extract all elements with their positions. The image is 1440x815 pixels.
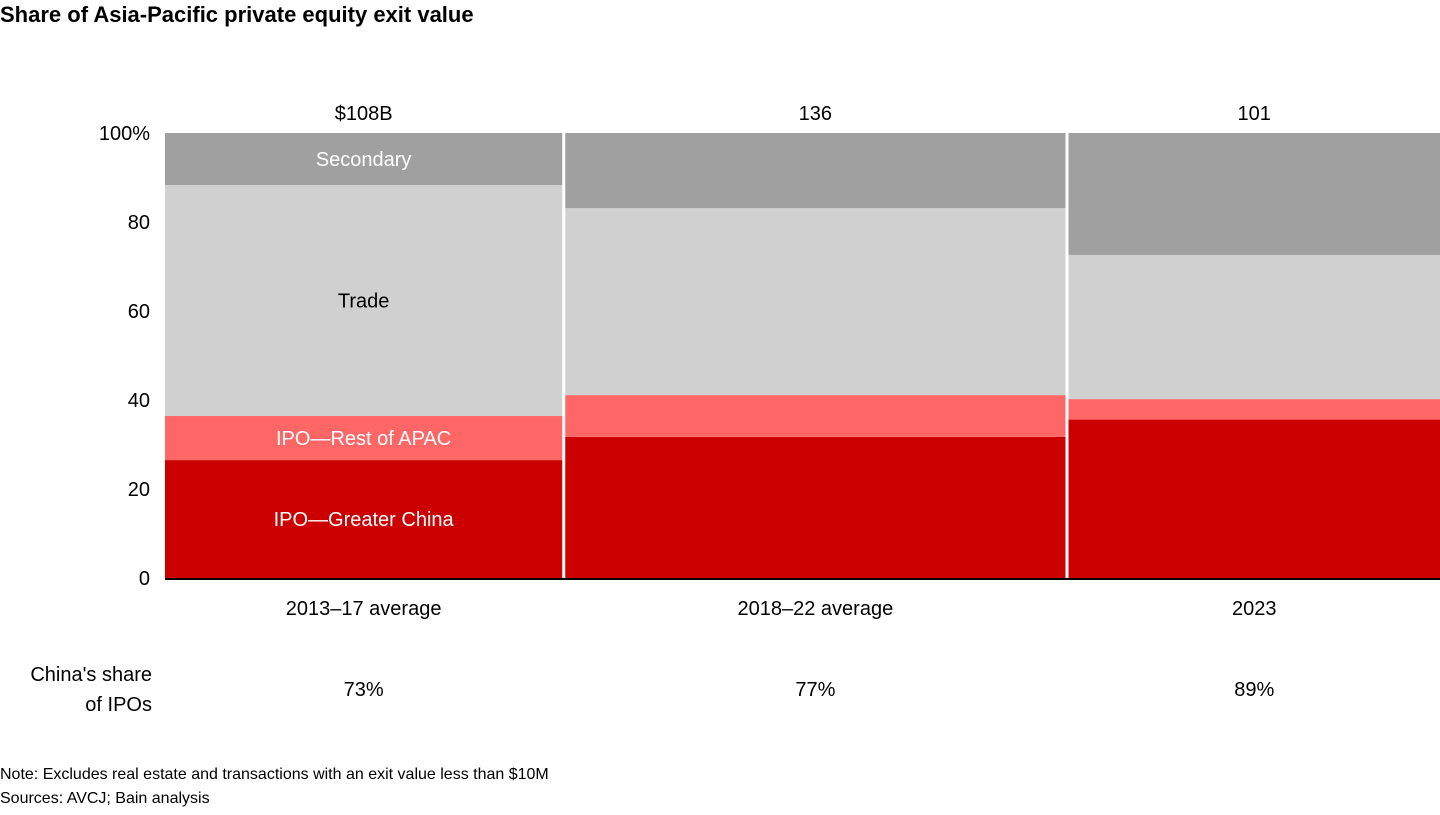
chart-title: Share of Asia-Pacific private equity exi… [0,2,474,27]
bar-segment [165,185,563,417]
bar-segment [165,133,563,186]
y-tick-label: 100% [99,123,150,145]
y-tick-label: 0 [139,568,150,590]
total-label: 101 [1238,103,1271,125]
y-tick-label: 60 [128,301,150,323]
segment-label: IPO—Greater China [274,509,455,531]
sources: Sources: AVCJ; Bain analysis [0,790,210,807]
bar-segment [1068,133,1440,255]
bar-segment [165,416,563,461]
bar-column [565,133,1066,578]
bar-segment [565,133,1066,209]
bar-column: IPO—Greater China IPO—Rest of APAC Trade Se… [165,133,563,578]
total-label: 136 [799,103,832,125]
y-tick-label: 80 [128,212,150,234]
segment-label: Trade [338,291,390,313]
bar-segment [565,395,1066,437]
y-tick-label: 20 [128,479,150,501]
note: Note: Excludes real estate and transacti… [0,766,549,783]
china-share-label-line1: China's share [30,664,152,686]
china-share-value: 77% [795,679,835,701]
bar-segment [565,436,1066,578]
bar-segment [1068,399,1440,420]
china-share-value: 73% [344,679,384,701]
bar-segment [1068,419,1440,578]
category-label: 2023 [1232,598,1277,620]
category-label: 2013–17 average [286,598,442,620]
china-share-value: 89% [1234,679,1274,701]
y-tick-label: 40 [128,390,150,412]
segment-label: Secondary [316,149,412,171]
category-label: 2018–22 average [738,598,894,620]
bar-segment [165,460,563,578]
bar-segment [565,208,1066,396]
bar-segment [1068,254,1440,400]
china-share-label-line2: of IPOs [85,694,152,716]
total-label: $108B [335,103,393,125]
bar-column [1068,133,1440,578]
segment-label: IPO—Rest of APAC [276,428,451,450]
